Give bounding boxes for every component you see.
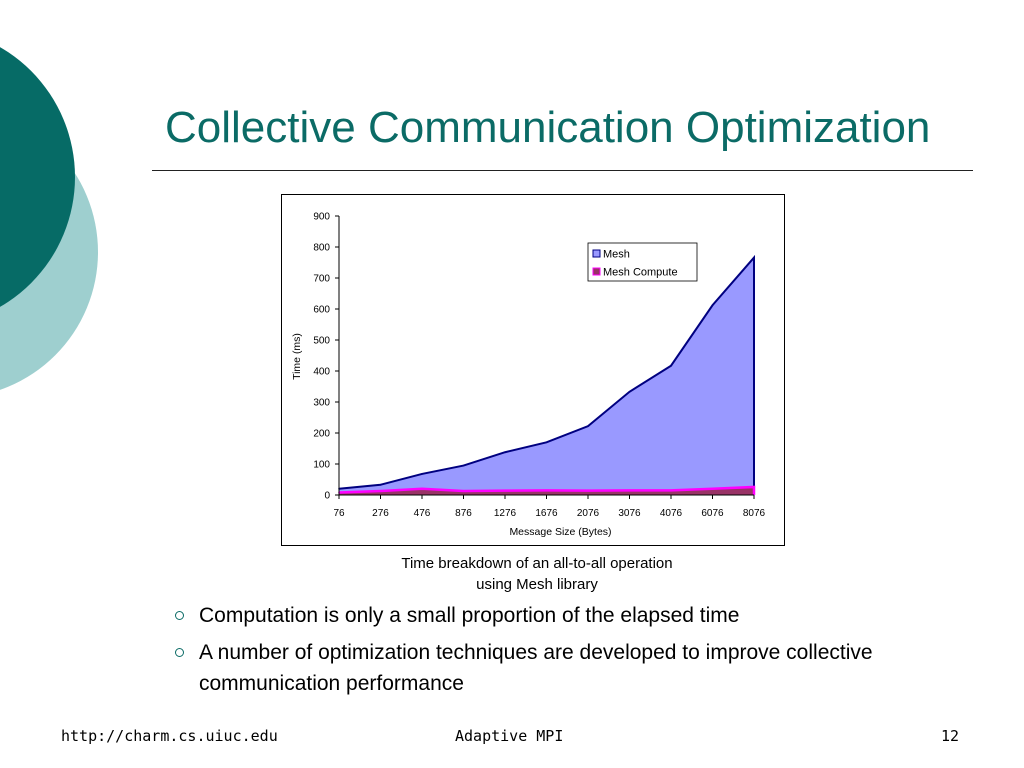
legend-box [587,242,698,282]
x-tick-label: 6076 [701,508,724,519]
x-tick-label: 876 [455,508,472,519]
data-point [628,489,631,492]
y-axis-title: Time (ms) [291,333,303,380]
legend-label: Mesh Compute [603,267,678,279]
data-point [670,489,672,492]
data-point [711,488,714,490]
x-tick-label: 2076 [577,508,600,519]
y-tick-label: 300 [313,398,330,409]
data-point [462,464,465,467]
x-tick-label: 8076 [743,508,766,519]
data-point [753,486,755,488]
series-area-0 [339,257,754,495]
series-line-1 [338,485,756,495]
y-tick-label: 900 [313,212,330,223]
y-tick-label: 0 [324,491,330,502]
legend-swatch [592,249,601,258]
y-tick-label: 400 [313,367,330,378]
y-tick-label: 200 [313,429,330,440]
data-point [628,390,631,393]
x-tick-label: 76 [333,508,345,519]
y-tick-label: 700 [313,274,330,285]
x-tick-label: 1276 [494,508,517,519]
legend-label: Mesh [603,249,630,261]
data-point [587,489,589,492]
data-point [504,451,506,454]
data-point [421,488,423,490]
data-point [587,425,589,427]
chart-frame: 0 100 200 300 400 500 600 700 800 900 76 276 476 876 1… [281,194,785,546]
data-point [504,489,506,492]
data-point [545,489,548,492]
series-line-0 [338,254,755,495]
y-tick-label: 500 [313,336,330,347]
data-point [753,256,755,259]
dark-circle [0,47,75,307]
bullet-text: Computation is only a small proportion o… [199,604,740,627]
footer-title: Adaptive MPI [455,727,564,745]
data-point [421,473,423,475]
area-chart: 0 100 200 300 400 500 600 700 800 900 76 276 476 876 1… [291,212,766,539]
circle-bullet-icon [175,648,184,657]
data-point [379,483,382,486]
x-tick-label: 3076 [618,508,641,519]
legend-swatch [592,267,601,276]
x-axis-title: Message Size (Bytes) [509,526,611,538]
bullet-text: A number of optimization techniques are … [199,641,873,695]
y-tick-label: 800 [313,243,330,254]
data-point [379,490,382,492]
x-tick-label: 4076 [660,508,683,519]
data-point [545,441,548,444]
x-tick-label: 1676 [535,508,558,519]
page-number: 12 [941,727,960,745]
caption-line-1: Time breakdown of an all-to-all operatio… [401,555,673,572]
caption-line-2: using Mesh library [476,576,598,593]
bullet-item: Computation is only a small proportion o… [172,600,892,631]
y-tick-label: 100 [313,460,330,471]
bullet-item: A number of optimization techniques are … [172,637,892,699]
data-point [711,304,714,307]
chart-caption: Time breakdown of an all-to-all operatio… [337,553,737,595]
y-tick-label: 600 [313,305,330,316]
circle-bullet-icon [175,611,184,620]
slide-title: Collective Communication Optimization [165,103,931,152]
bullet-list: Computation is only a small proportion o… [172,600,892,705]
data-point [462,490,465,492]
decorative-circles [0,47,98,390]
x-tick-label: 276 [372,508,389,519]
title-divider [152,170,973,171]
footer-url: http://charm.cs.uiuc.edu [61,727,278,745]
data-point [670,364,672,367]
x-tick-label: 476 [414,508,431,519]
